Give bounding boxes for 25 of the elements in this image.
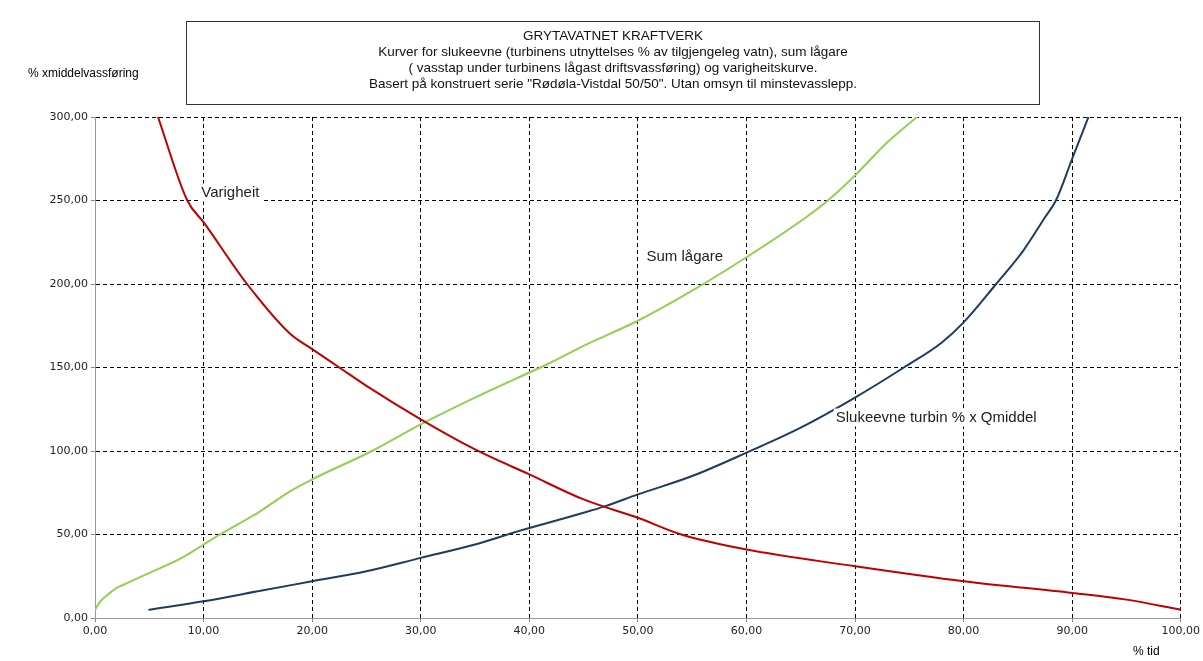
- y-tick-label: 50,00: [56, 527, 88, 541]
- series-label: Varigheit: [201, 182, 261, 200]
- y-tick-label: 300,00: [49, 109, 88, 123]
- series-label: Slukeevne turbin % x Qmiddel: [835, 407, 1037, 425]
- y-tick-label: 0,00: [63, 610, 88, 624]
- y-tick-label: 100,00: [49, 443, 88, 457]
- x-tick-label: 10,00: [187, 624, 220, 638]
- x-tick-label: 20,00: [296, 624, 328, 638]
- series-label: Sum lågare: [646, 247, 724, 265]
- x-tick-label: 90,00: [1056, 624, 1088, 638]
- x-tick-label: 100,00: [1161, 624, 1201, 638]
- y-tick-label: 150,00: [49, 360, 88, 374]
- x-tick-label: 80,00: [947, 624, 980, 638]
- x-tick-label: 40,00: [513, 624, 546, 638]
- x-axis-title: % tid: [1133, 644, 1160, 658]
- x-tick-label: 30,00: [404, 624, 437, 638]
- y-axis-title: % xmiddelvassføring: [28, 66, 139, 80]
- y-tick-label: 250,00: [49, 193, 88, 207]
- chart-subtitle: Kurver for slukeevne (turbinens utnyttelses % av tilgjengeleg vatn), sum lågare ( vasstap under turbinens lågast driftsvassføring) og varigheitskurve. Basert på konstruert serie "Rødøla-Vistdal 50/50". Utan omsyn til minstevasslepp.: [367, 44, 858, 92]
- x-tick-label: 0,00: [82, 624, 108, 638]
- x-tick-label: 60,00: [730, 624, 763, 638]
- x-tick-label: 50,00: [622, 624, 654, 638]
- x-tick-label: 70,00: [839, 624, 871, 638]
- y-tick-label: 200,00: [49, 276, 88, 290]
- chart-title: GRYTAVATNET KRAFTVERK: [522, 28, 704, 44]
